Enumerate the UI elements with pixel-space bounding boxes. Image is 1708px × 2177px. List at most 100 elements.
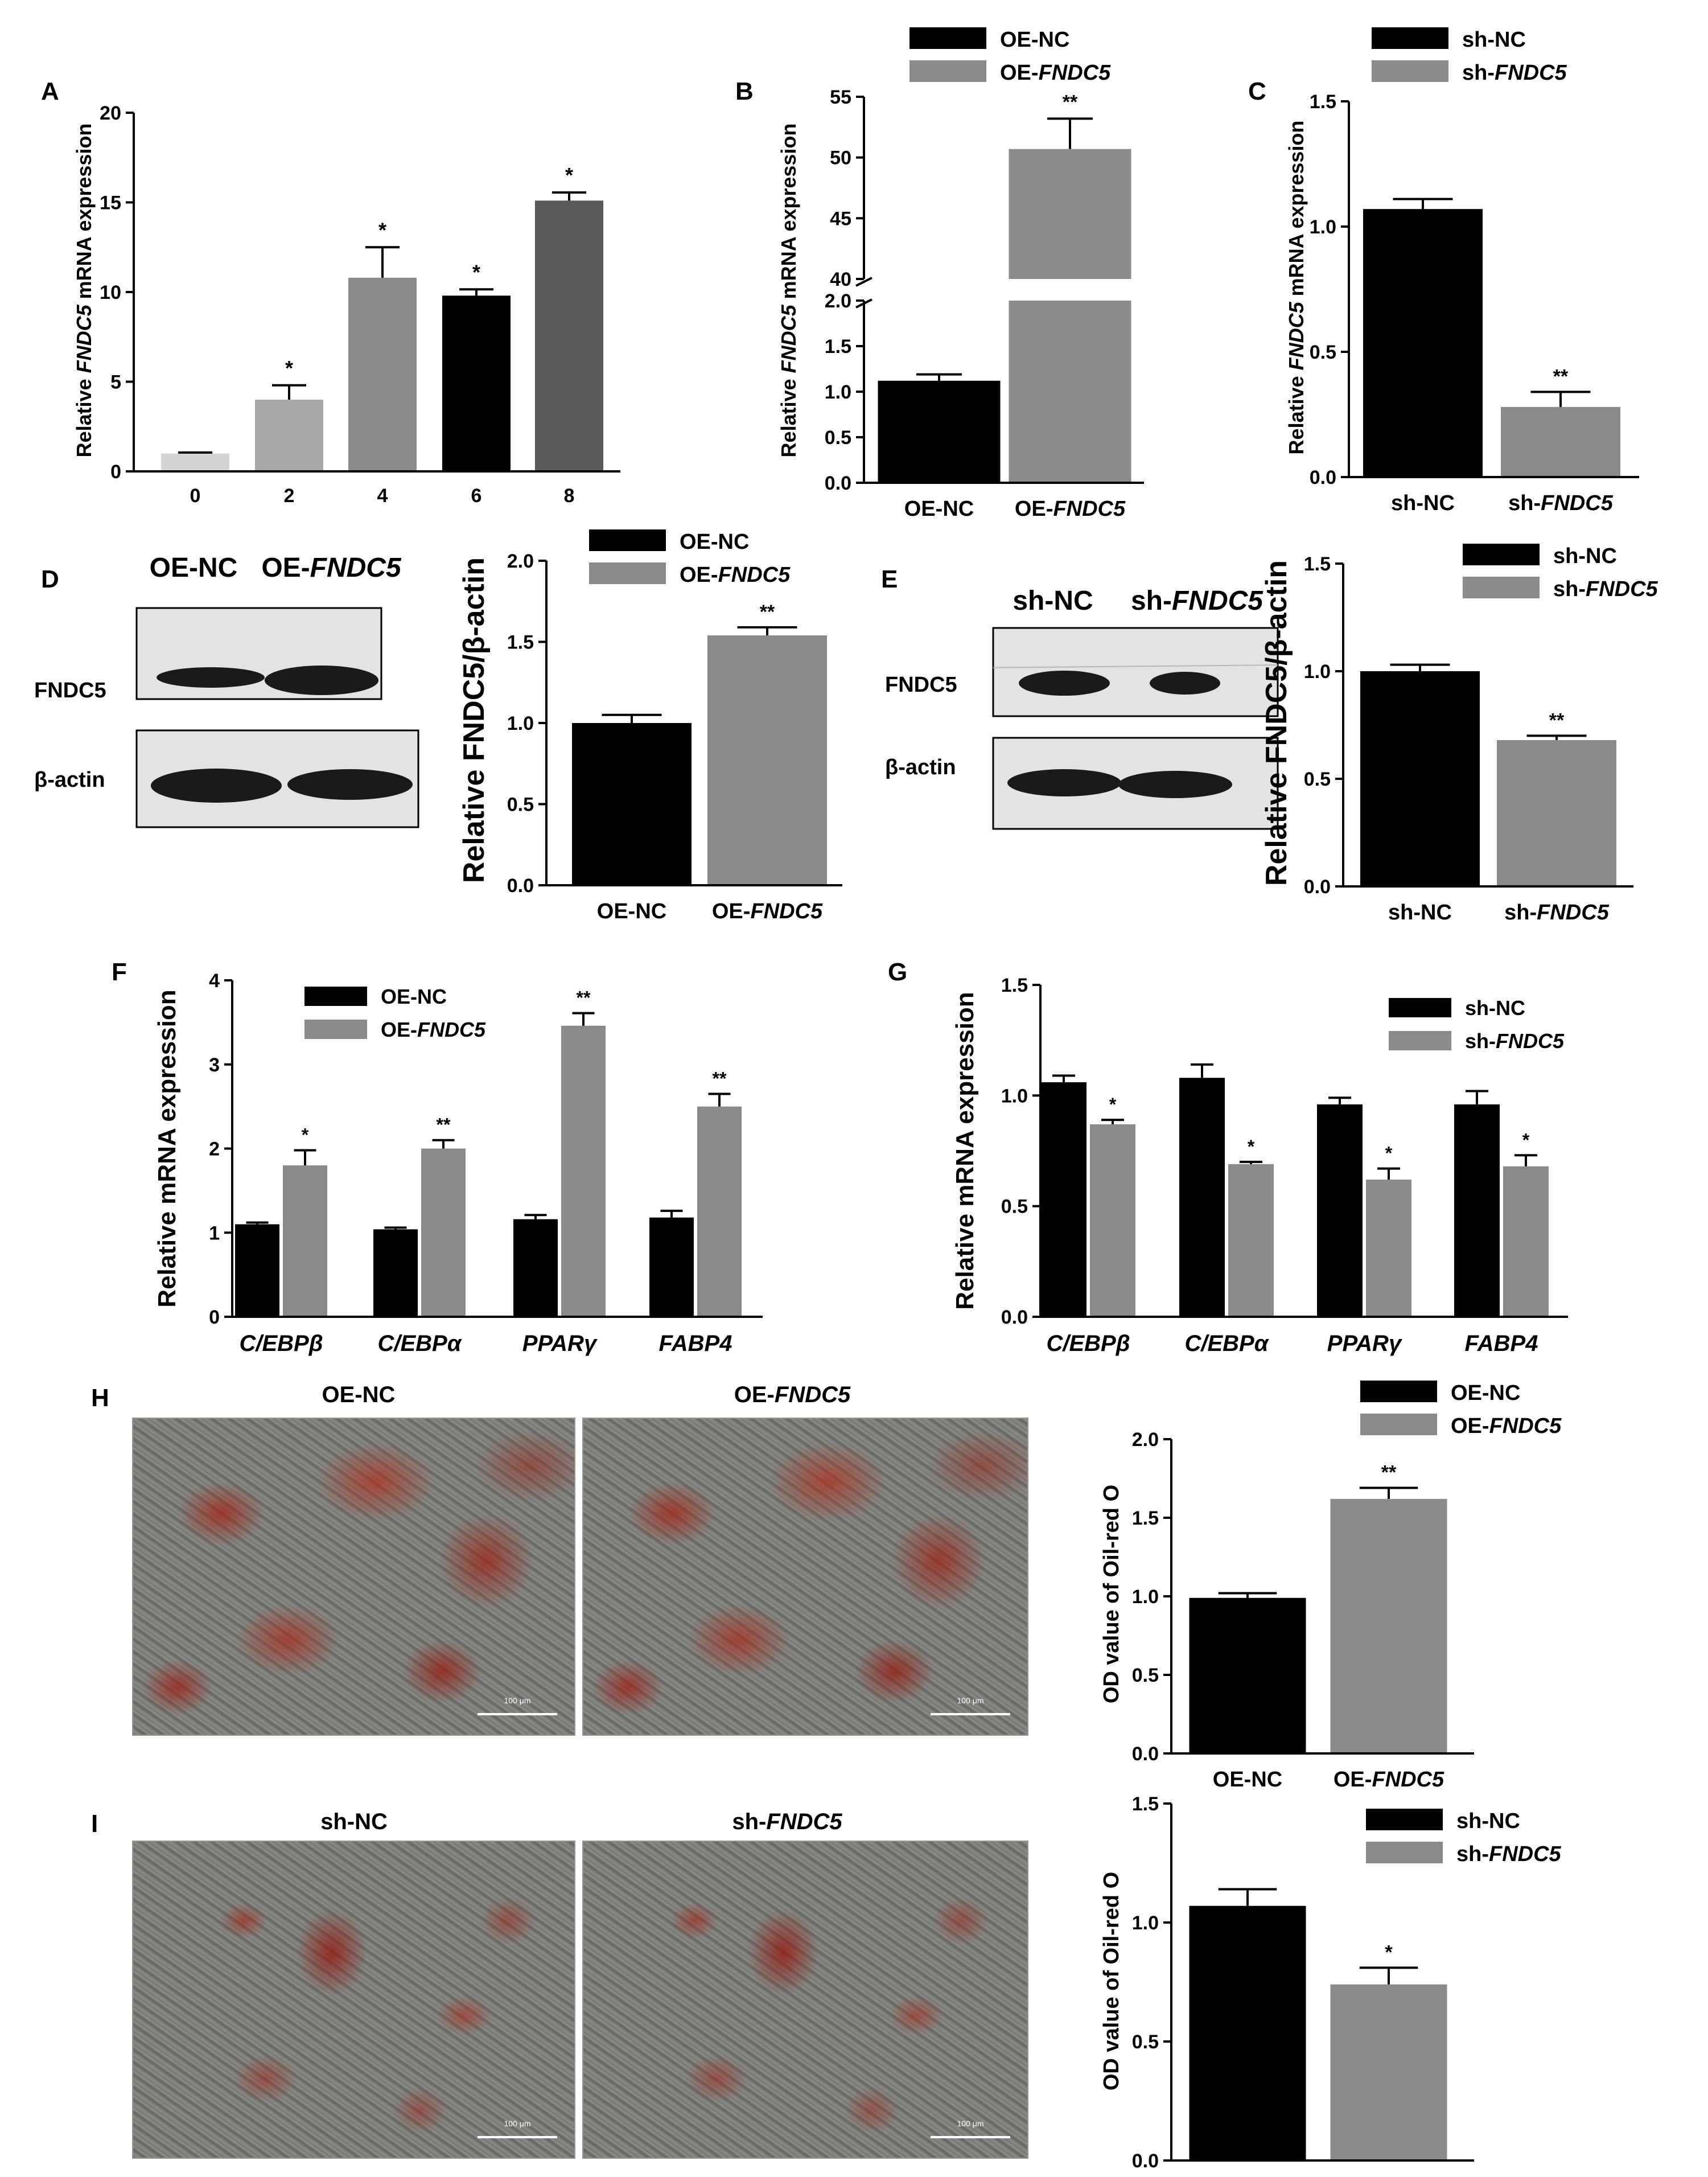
legend-label: OE-NC xyxy=(381,985,447,1008)
y-axis-label: OD value of Oil-red O xyxy=(1100,1872,1123,2090)
protein-band xyxy=(157,667,265,688)
y-tick-label: 40 xyxy=(830,269,851,290)
bar-sh-nc xyxy=(1360,671,1480,886)
significance-mark: * xyxy=(1522,1129,1530,1150)
legend-panel-h: OE-NC OE-FNDC5 xyxy=(1360,1381,1562,1438)
y-tick-label: 50 xyxy=(830,147,851,169)
y-tick-label: 45 xyxy=(830,208,851,229)
panel-label-c: C xyxy=(1248,77,1266,105)
y-axis-label: Relative FNDC5/β-actin xyxy=(1260,560,1293,886)
bar-sh-nc xyxy=(1317,1104,1363,1317)
significance-mark: ** xyxy=(1063,91,1078,113)
panel-label-e: E xyxy=(881,565,898,593)
legend-swatch xyxy=(1366,1842,1443,1863)
x-tick-label: OE-FNDC5 xyxy=(1334,1768,1444,1792)
y-tick-label: 0 xyxy=(209,1307,220,1328)
legend-swatch xyxy=(1463,577,1540,598)
significance-mark: ** xyxy=(1553,365,1569,387)
y-tick-label: 1 xyxy=(209,1222,220,1244)
x-tick-label: FABP4 xyxy=(659,1331,732,1356)
bar-oe-fndc5 xyxy=(283,1165,327,1317)
x-tick-label: C/EBPβ xyxy=(1046,1331,1130,1356)
bar-sh-fndc5 xyxy=(1090,1124,1135,1317)
significance-mark: * xyxy=(1385,1143,1393,1164)
y-axis-label: Relative FNDC5 mRNA expression xyxy=(777,124,800,458)
lane-label: sh-FNDC5 xyxy=(1131,586,1263,616)
x-tick-label: PPARγ xyxy=(522,1331,598,1356)
chart-panel-a: 0 5 10 15 20 0 * 2 * 4 * 6 * 8 Relative FNDC5 mRNA exp… xyxy=(72,102,620,507)
scale-bar-label: 100 μm xyxy=(504,1696,531,1705)
micrograph-title: OE-NC xyxy=(322,1382,396,1407)
y-tick-label: 1.5 xyxy=(1310,91,1336,113)
blot-artifact xyxy=(993,664,1278,668)
y-axis-label: Relative FNDC5 mRNA expression xyxy=(1285,121,1308,455)
bar-sh-fndc5 xyxy=(1501,406,1620,477)
y-tick-label: 1.5 xyxy=(1001,975,1028,996)
x-tick-label: PPARγ xyxy=(1327,1331,1403,1356)
chart-panel-c: 0.0 0.5 1.0 1.5 sh-NC ** sh-FNDC5 Relative FNDC… xyxy=(1285,91,1639,515)
y-tick-label: 0.0 xyxy=(1304,876,1331,898)
x-tick-label: 4 xyxy=(377,485,388,507)
y-tick-label: 1.0 xyxy=(1001,1085,1028,1107)
bar-sh-nc xyxy=(1189,1905,1306,2160)
chart-panel-h: 0.0 0.5 1.0 1.5 2.0 OE-NC ** OE-FNDC5 OD value o… xyxy=(1100,1429,1474,1792)
significance-mark: ** xyxy=(1381,1462,1397,1484)
legend-swatch xyxy=(1372,60,1448,82)
legend-label: OE-NC xyxy=(1000,28,1069,52)
y-tick-label: 0.0 xyxy=(507,875,534,897)
x-tick-label: sh-NC xyxy=(1391,491,1455,515)
y-tick-label: 1.5 xyxy=(1132,1508,1159,1529)
legend-swatch xyxy=(1366,1809,1443,1830)
chart-panel-e: 0.0 0.5 1.0 1.5 sh-NC ** sh-FNDC5 Relative FNDC… xyxy=(1260,553,1633,925)
y-tick-label: 5 xyxy=(110,372,121,393)
bar-day-0 xyxy=(161,453,229,471)
micrograph-title: sh-FNDC5 xyxy=(732,1809,842,1834)
protein-band xyxy=(1118,771,1232,798)
blot-row-label: β-actin xyxy=(885,755,956,779)
y-tick-label: 1.5 xyxy=(507,632,534,654)
axis-break-mark xyxy=(855,277,872,287)
legend-label: sh-NC xyxy=(1553,544,1617,568)
significance-mark: ** xyxy=(437,1115,451,1135)
bar-oe-fndc5-upper xyxy=(1009,149,1131,279)
y-tick-label: 2.0 xyxy=(1132,1429,1159,1451)
significance-mark: ** xyxy=(760,601,775,623)
lane-label: OE-NC xyxy=(150,553,238,583)
x-tick-label: C/EBPβ xyxy=(239,1331,323,1356)
y-axis-label: OD value of Oil-red O xyxy=(1100,1485,1123,1703)
y-tick-label: 0.5 xyxy=(1132,2031,1159,2053)
y-tick-label: 1.5 xyxy=(1132,1793,1159,1815)
scale-bar-label: 100 μm xyxy=(957,2119,984,2128)
blot-membrane xyxy=(992,627,1279,717)
bar-oe-fndc5 xyxy=(697,1106,742,1317)
protein-band xyxy=(151,769,282,803)
x-tick-label: sh-FNDC5 xyxy=(1504,901,1610,925)
x-tick-label: C/EBPα xyxy=(377,1331,462,1356)
y-tick-label: 20 xyxy=(100,102,121,124)
bar-day-6 xyxy=(442,295,511,471)
legend-swatch xyxy=(1360,1414,1437,1435)
significance-mark: * xyxy=(1248,1136,1255,1157)
bar-sh-fndc5 xyxy=(1497,740,1616,886)
bar-oe-fndc5 xyxy=(1330,1498,1447,1753)
significance-mark: * xyxy=(1385,1941,1393,1963)
chart-panel-b: OE-NC OE-FNDC5 0.0 0.5 1.0 1.5 2.040 45 50 55 ** OE… xyxy=(777,27,1144,521)
bar-day-8 xyxy=(535,200,603,471)
significance-mark: ** xyxy=(1549,709,1565,731)
bar-oe-nc xyxy=(878,380,1001,483)
x-tick-label: 6 xyxy=(471,485,482,507)
legend-swatch xyxy=(589,562,666,584)
micrograph-h-oe-nc: 100 μm xyxy=(132,1418,575,1736)
bar-day-4 xyxy=(348,277,417,471)
legend-swatch xyxy=(1360,1381,1437,1402)
significance-mark: * xyxy=(472,260,480,284)
bar-sh-fndc5 xyxy=(1503,1166,1549,1317)
x-tick-label: 8 xyxy=(564,485,575,507)
y-tick-label: 1.0 xyxy=(1132,1912,1159,1934)
chart-panel-d: 0.0 0.5 1.0 1.5 2.0 OE-NC ** OE-FNDC5 Relative F… xyxy=(458,551,842,923)
legend-panel-i: sh-NC sh-FNDC5 xyxy=(1366,1809,1562,1866)
bar-sh-nc xyxy=(1363,209,1483,477)
y-tick-label: 0.0 xyxy=(1001,1307,1028,1328)
y-tick-label: 0.0 xyxy=(1132,1743,1159,1765)
bar-oe-nc xyxy=(373,1229,418,1317)
